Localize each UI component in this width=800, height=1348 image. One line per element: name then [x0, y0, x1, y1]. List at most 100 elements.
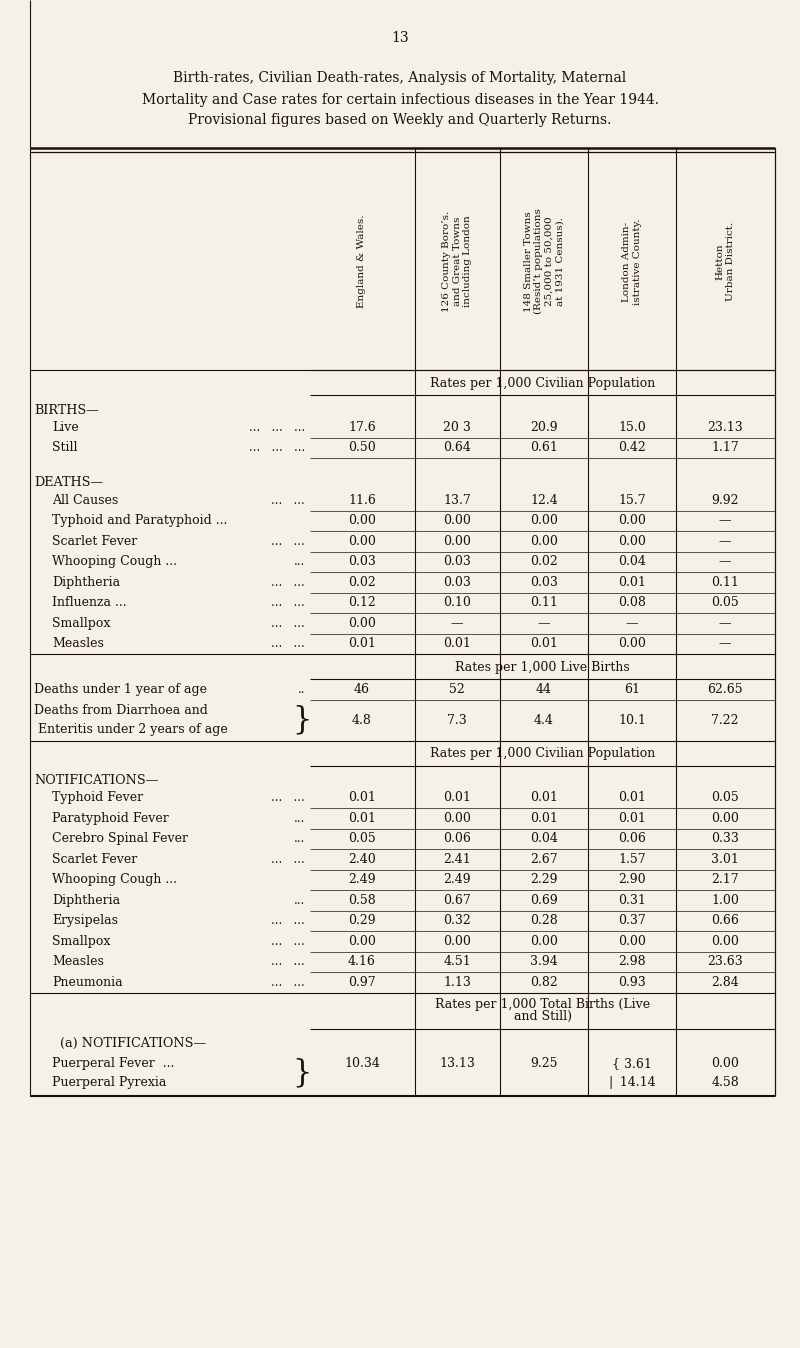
Text: 0.67: 0.67: [443, 894, 471, 907]
Text: 17.6: 17.6: [348, 421, 376, 434]
Text: 2.29: 2.29: [530, 874, 558, 886]
Text: Enteritis under 2 years of age: Enteritis under 2 years of age: [34, 723, 228, 736]
Text: 0.03: 0.03: [443, 555, 471, 569]
Text: ...   ...: ... ...: [271, 596, 305, 609]
Text: ...   ...: ... ...: [271, 576, 305, 589]
Text: 0.33: 0.33: [711, 832, 739, 845]
Text: }: }: [292, 705, 312, 736]
Text: 0.01: 0.01: [348, 791, 376, 805]
Text: Measles: Measles: [52, 638, 104, 650]
Text: ..: ..: [298, 682, 305, 696]
Text: 4.16: 4.16: [348, 956, 376, 968]
Text: 10.34: 10.34: [344, 1057, 380, 1069]
Text: 0.58: 0.58: [348, 894, 376, 907]
Text: 0.01: 0.01: [348, 811, 376, 825]
Text: 13.7: 13.7: [443, 493, 471, 507]
Text: 0.04: 0.04: [530, 832, 558, 845]
Text: 2.67: 2.67: [530, 853, 558, 865]
Text: 1.13: 1.13: [443, 976, 471, 988]
Text: 0.01: 0.01: [530, 791, 558, 805]
Text: London Admin-
istrative County.: London Admin- istrative County.: [622, 218, 642, 305]
Text: { 3.61: { 3.61: [612, 1057, 652, 1069]
Text: 0.00: 0.00: [618, 638, 646, 650]
Text: 126 County Boro’s.
and Great Towns
including London: 126 County Boro’s. and Great Towns inclu…: [442, 210, 472, 313]
Text: 0.12: 0.12: [348, 596, 376, 609]
Text: 0.10: 0.10: [443, 596, 471, 609]
Text: ...   ...: ... ...: [271, 791, 305, 805]
Text: 0.03: 0.03: [443, 576, 471, 589]
Text: Smallpox: Smallpox: [52, 934, 110, 948]
Text: 0.08: 0.08: [618, 596, 646, 609]
Text: 0.64: 0.64: [443, 441, 471, 454]
Text: 0.00: 0.00: [618, 535, 646, 547]
Text: Rates per 1,000 Live Births: Rates per 1,000 Live Births: [455, 661, 630, 674]
Text: BIRTHS—: BIRTHS—: [34, 403, 99, 417]
Text: Measles: Measles: [52, 956, 104, 968]
Text: 44: 44: [536, 682, 552, 696]
Text: 0.06: 0.06: [618, 832, 646, 845]
Text: 3.94: 3.94: [530, 956, 558, 968]
Text: 4.8: 4.8: [352, 713, 372, 727]
Text: 0.00: 0.00: [711, 934, 739, 948]
Text: 0.61: 0.61: [530, 441, 558, 454]
Text: 23.13: 23.13: [707, 421, 743, 434]
Text: Whooping Cough ...: Whooping Cough ...: [52, 555, 177, 569]
Text: —: —: [538, 617, 550, 630]
Text: Whooping Cough ...: Whooping Cough ...: [52, 874, 177, 886]
Text: Deaths under 1 year of age: Deaths under 1 year of age: [34, 682, 207, 696]
Text: Scarlet Fever: Scarlet Fever: [52, 853, 138, 865]
Text: 0.03: 0.03: [530, 576, 558, 589]
Text: All Causes: All Causes: [52, 493, 118, 507]
Text: 2.84: 2.84: [711, 976, 739, 988]
Text: 148 Smaller Towns
(Resid’t populations
25,000 to 50,000
at 1931 Census).: 148 Smaller Towns (Resid’t populations 2…: [524, 209, 564, 314]
Text: 0.02: 0.02: [348, 576, 376, 589]
Text: 0.01: 0.01: [618, 811, 646, 825]
Text: ...   ...: ... ...: [271, 617, 305, 630]
Text: 46: 46: [354, 682, 370, 696]
Text: 11.6: 11.6: [348, 493, 376, 507]
Text: ...: ...: [294, 894, 305, 907]
Text: 1.00: 1.00: [711, 894, 739, 907]
Text: England & Wales.: England & Wales.: [358, 214, 366, 309]
Text: 9.92: 9.92: [711, 493, 738, 507]
Text: 0.97: 0.97: [348, 976, 376, 988]
Text: 0.82: 0.82: [530, 976, 558, 988]
Text: 7.22: 7.22: [711, 713, 738, 727]
Text: 0.00: 0.00: [443, 811, 471, 825]
Text: 0.00: 0.00: [443, 514, 471, 527]
Text: 4.4: 4.4: [534, 713, 554, 727]
Text: and Still): and Still): [514, 1010, 571, 1023]
Text: Diphtheria: Diphtheria: [52, 576, 120, 589]
Text: Birth-rates, Civilian Death-rates, Analysis of Mortality, Maternal: Birth-rates, Civilian Death-rates, Analy…: [174, 71, 626, 85]
Text: 0.00: 0.00: [348, 934, 376, 948]
Text: ...   ...: ... ...: [271, 976, 305, 988]
Text: 0.00: 0.00: [711, 1057, 739, 1069]
Text: ...: ...: [294, 832, 305, 845]
Text: 0.93: 0.93: [618, 976, 646, 988]
Text: Smallpox: Smallpox: [52, 617, 110, 630]
Text: ...   ...   ...: ... ... ...: [249, 441, 305, 454]
Text: 7.3: 7.3: [447, 713, 467, 727]
Text: 0.00: 0.00: [348, 617, 376, 630]
Text: ...   ...: ... ...: [271, 853, 305, 865]
Text: 15.7: 15.7: [618, 493, 646, 507]
Text: 0.69: 0.69: [530, 894, 558, 907]
Text: 0.00: 0.00: [348, 514, 376, 527]
Text: 0.05: 0.05: [711, 791, 739, 805]
Text: Still: Still: [52, 441, 78, 454]
Text: 0.01: 0.01: [443, 791, 471, 805]
Text: |  14.14: | 14.14: [609, 1077, 655, 1089]
Text: Rates per 1,000 Civilian Population: Rates per 1,000 Civilian Population: [430, 747, 655, 760]
Text: —: —: [450, 617, 463, 630]
Text: 12.4: 12.4: [530, 493, 558, 507]
Text: 0.00: 0.00: [530, 514, 558, 527]
Text: Paratyphoid Fever: Paratyphoid Fever: [52, 811, 169, 825]
Text: 0.11: 0.11: [530, 596, 558, 609]
Text: 0.01: 0.01: [443, 638, 471, 650]
Text: Typhoid and Paratyphoid ...: Typhoid and Paratyphoid ...: [52, 514, 227, 527]
Text: 52: 52: [449, 682, 465, 696]
Text: —: —: [626, 617, 638, 630]
Text: 13.13: 13.13: [439, 1057, 475, 1069]
Text: —: —: [718, 535, 731, 547]
Text: 62.65: 62.65: [707, 682, 743, 696]
